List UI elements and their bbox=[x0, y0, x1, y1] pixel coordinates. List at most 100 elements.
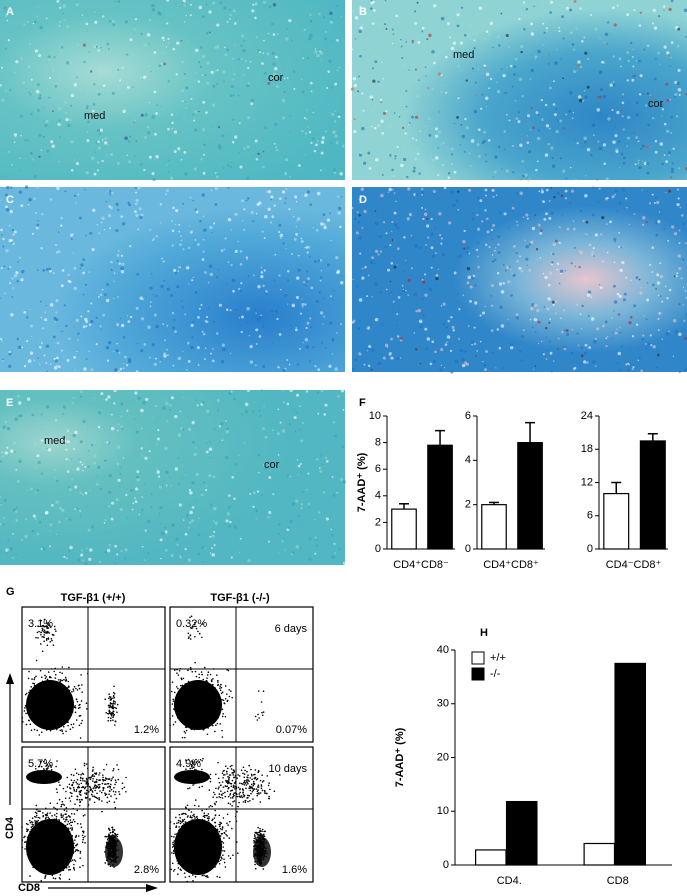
texture bbox=[162, 44, 164, 46]
event-dot bbox=[28, 848, 30, 850]
texture bbox=[435, 156, 439, 160]
texture bbox=[192, 321, 194, 323]
texture bbox=[565, 197, 567, 199]
event-dot bbox=[67, 852, 69, 854]
texture bbox=[58, 250, 61, 253]
texture bbox=[501, 324, 504, 327]
event-dot bbox=[196, 681, 198, 683]
event-dot bbox=[199, 708, 201, 710]
texture bbox=[583, 360, 586, 363]
texture bbox=[521, 95, 523, 97]
texture bbox=[642, 216, 645, 219]
texture bbox=[387, 347, 388, 348]
texture bbox=[546, 307, 549, 310]
texture bbox=[153, 417, 154, 418]
event-dot bbox=[194, 719, 196, 721]
texture bbox=[212, 359, 215, 362]
texture bbox=[322, 463, 324, 465]
texture bbox=[538, 224, 541, 227]
texture bbox=[411, 235, 413, 237]
texture bbox=[241, 34, 244, 37]
texture bbox=[411, 116, 414, 119]
texture bbox=[213, 531, 215, 533]
texture bbox=[35, 212, 37, 214]
texture bbox=[104, 292, 107, 295]
texture bbox=[306, 109, 308, 111]
texture bbox=[486, 73, 490, 77]
texture bbox=[655, 140, 658, 143]
event-dot bbox=[47, 835, 49, 837]
texture bbox=[127, 155, 128, 156]
event-dot bbox=[230, 690, 232, 692]
event-dot bbox=[60, 843, 62, 845]
event-dot bbox=[79, 866, 81, 868]
texture bbox=[107, 395, 110, 398]
texture bbox=[78, 459, 79, 460]
texture bbox=[371, 126, 373, 128]
texture bbox=[632, 335, 634, 337]
texture bbox=[297, 364, 299, 366]
texture bbox=[308, 37, 312, 41]
texture bbox=[132, 86, 134, 88]
texture bbox=[243, 208, 245, 210]
texture bbox=[317, 192, 321, 196]
event-dot bbox=[42, 838, 44, 840]
texture bbox=[215, 524, 217, 526]
event-dot bbox=[30, 724, 32, 726]
texture bbox=[533, 369, 534, 370]
texture bbox=[310, 142, 312, 144]
texture bbox=[301, 303, 304, 306]
texture bbox=[278, 231, 280, 233]
texture bbox=[635, 113, 638, 116]
event-dot bbox=[72, 821, 74, 823]
texture bbox=[137, 343, 138, 344]
event-dot bbox=[35, 847, 37, 849]
texture bbox=[333, 290, 334, 291]
texture bbox=[422, 218, 424, 220]
texture bbox=[520, 178, 522, 180]
event-dot bbox=[29, 840, 31, 842]
texture bbox=[121, 263, 124, 266]
texture bbox=[374, 263, 376, 265]
texture bbox=[176, 285, 179, 288]
texture bbox=[34, 517, 36, 519]
event-dot bbox=[35, 829, 37, 831]
texture bbox=[159, 485, 162, 488]
texture bbox=[405, 41, 407, 43]
texture bbox=[619, 295, 622, 298]
texture bbox=[158, 64, 161, 67]
event-dot bbox=[43, 867, 45, 869]
texture bbox=[223, 80, 225, 82]
texture bbox=[170, 177, 173, 180]
event-dot bbox=[27, 830, 29, 832]
texture bbox=[14, 72, 16, 74]
texture bbox=[621, 97, 622, 98]
texture bbox=[546, 358, 548, 360]
texture bbox=[320, 276, 322, 278]
texture bbox=[28, 204, 30, 206]
texture bbox=[669, 289, 672, 292]
event-dot bbox=[46, 729, 48, 731]
texture bbox=[234, 22, 237, 25]
texture bbox=[149, 357, 150, 358]
texture bbox=[151, 4, 155, 8]
texture bbox=[646, 299, 649, 302]
texture bbox=[355, 16, 359, 20]
event-dot bbox=[61, 709, 63, 711]
texture bbox=[120, 402, 123, 405]
event-dot bbox=[177, 717, 179, 719]
texture bbox=[285, 158, 288, 161]
texture bbox=[37, 83, 40, 86]
texture bbox=[553, 196, 555, 198]
texture bbox=[128, 140, 131, 143]
event-dot bbox=[65, 817, 67, 819]
texture bbox=[333, 421, 335, 423]
event-dot bbox=[37, 685, 39, 687]
texture bbox=[331, 529, 332, 530]
texture bbox=[619, 167, 620, 168]
event-dot bbox=[32, 825, 34, 827]
texture bbox=[317, 368, 320, 371]
event-dot bbox=[33, 839, 35, 841]
event-dot bbox=[62, 840, 64, 842]
texture bbox=[34, 491, 36, 493]
